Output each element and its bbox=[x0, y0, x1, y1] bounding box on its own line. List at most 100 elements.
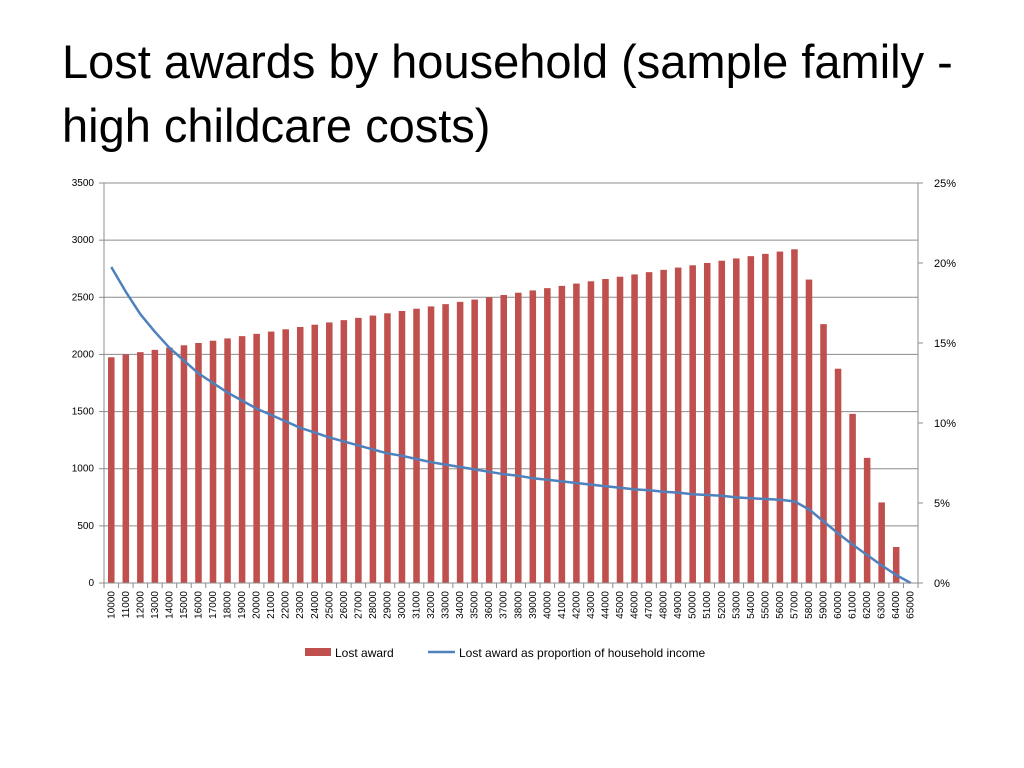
slide-title: Lost awards by household (sample family … bbox=[62, 35, 953, 152]
x-tick-label: 46000 bbox=[630, 591, 641, 619]
x-tick-label: 59000 bbox=[819, 591, 830, 619]
bar bbox=[514, 292, 522, 583]
left-tick-label: 1500 bbox=[72, 407, 95, 418]
x-tick-label: 56000 bbox=[775, 591, 786, 619]
bar bbox=[791, 249, 798, 584]
x-tick-label: 11000 bbox=[121, 591, 132, 619]
legend-bar-swatch bbox=[305, 648, 331, 656]
x-tick-label: 45000 bbox=[615, 591, 626, 619]
bar bbox=[398, 311, 406, 583]
bar bbox=[151, 349, 159, 583]
right-tick-label: 5% bbox=[934, 498, 950, 510]
x-tick-label: 16000 bbox=[193, 591, 204, 619]
left-tick-label: 3500 bbox=[72, 178, 95, 189]
x-tick-label: 38000 bbox=[513, 591, 524, 619]
bar bbox=[616, 276, 624, 583]
x-tick-label: 63000 bbox=[877, 591, 888, 619]
bar bbox=[355, 317, 362, 583]
x-tick-label: 21000 bbox=[266, 591, 277, 619]
right-tick-label: 0% bbox=[934, 578, 950, 590]
x-tick-label: 29000 bbox=[382, 591, 393, 619]
bar bbox=[703, 263, 711, 583]
x-tick-label: 27000 bbox=[353, 591, 364, 619]
bar bbox=[689, 265, 696, 583]
bar bbox=[340, 320, 348, 583]
left-axis-tick-labels: 0 500 1000 1500 2000 2500 3000 3500 bbox=[72, 178, 95, 589]
bar bbox=[529, 290, 537, 583]
bar bbox=[573, 283, 580, 583]
bar bbox=[834, 368, 842, 583]
x-tick-label: 47000 bbox=[644, 591, 655, 619]
line-series bbox=[110, 266, 912, 585]
x-tick-label: 55000 bbox=[760, 591, 771, 619]
bar bbox=[645, 272, 653, 583]
x-tick-label: 36000 bbox=[484, 591, 495, 619]
bar bbox=[587, 281, 595, 583]
bar bbox=[296, 327, 304, 583]
bar bbox=[602, 279, 609, 583]
x-tick-label: 31000 bbox=[412, 591, 423, 619]
bar bbox=[747, 256, 755, 583]
bar-series bbox=[107, 249, 900, 584]
x-tick-label: 18000 bbox=[223, 591, 234, 619]
x-tick-label: 52000 bbox=[717, 591, 728, 619]
bar bbox=[195, 343, 202, 583]
x-tick-label: 48000 bbox=[659, 591, 670, 619]
bar bbox=[166, 347, 173, 583]
x-tick-label: 44000 bbox=[600, 591, 611, 619]
x-tick-label: 23000 bbox=[295, 591, 306, 619]
x-tick-label: 57000 bbox=[789, 591, 800, 619]
bar bbox=[137, 352, 144, 583]
bar bbox=[326, 322, 333, 583]
x-tick-label: 40000 bbox=[542, 591, 553, 619]
x-tick-label: 49000 bbox=[673, 591, 684, 619]
x-tick-label: 62000 bbox=[862, 591, 873, 619]
x-tick-label: 28000 bbox=[368, 591, 379, 619]
bar bbox=[631, 274, 638, 583]
x-tick-label: 22000 bbox=[281, 591, 292, 619]
bar bbox=[107, 357, 115, 583]
x-tick-label: 61000 bbox=[848, 591, 859, 619]
bar bbox=[456, 301, 464, 583]
x-tick-label: 26000 bbox=[339, 591, 350, 619]
x-tick-label: 65000 bbox=[906, 591, 917, 619]
x-tick-label: 19000 bbox=[237, 591, 248, 619]
x-tick-label: 10000 bbox=[106, 591, 117, 619]
bar bbox=[427, 306, 435, 583]
bar bbox=[718, 260, 726, 583]
x-tick-label: 15000 bbox=[179, 591, 190, 619]
bar bbox=[224, 338, 231, 583]
x-tick-label: 12000 bbox=[135, 591, 146, 619]
bar bbox=[238, 336, 246, 583]
right-tick-label: 15% bbox=[934, 338, 956, 350]
right-tick-label: 10% bbox=[934, 418, 956, 430]
bar bbox=[544, 288, 551, 583]
left-tick-label: 0 bbox=[88, 578, 94, 589]
bar bbox=[820, 324, 827, 583]
left-tick-label: 500 bbox=[77, 521, 94, 532]
bar bbox=[413, 308, 420, 583]
x-tick-label: 20000 bbox=[252, 591, 263, 619]
proportion-line bbox=[110, 266, 912, 585]
bar bbox=[805, 279, 813, 583]
x-tick-label: 24000 bbox=[310, 591, 321, 619]
x-tick-label: 39000 bbox=[528, 591, 539, 619]
bar bbox=[442, 304, 449, 583]
x-tick-label: 33000 bbox=[441, 591, 452, 619]
x-tick-label: 64000 bbox=[891, 591, 902, 619]
x-tick-label: 34000 bbox=[455, 591, 466, 619]
x-tick-label: 35000 bbox=[470, 591, 481, 619]
right-tick-label: 25% bbox=[934, 178, 956, 190]
bar bbox=[485, 297, 493, 583]
x-tick-label: 53000 bbox=[731, 591, 742, 619]
left-tick-label: 1000 bbox=[72, 464, 95, 475]
bar bbox=[122, 354, 130, 583]
bar bbox=[863, 457, 871, 583]
right-tick-label: 20% bbox=[934, 258, 956, 270]
x-tick-label: 14000 bbox=[164, 591, 175, 619]
bar bbox=[384, 313, 391, 583]
x-tick-label: 41000 bbox=[557, 591, 568, 619]
x-tick-label: 42000 bbox=[571, 591, 582, 619]
x-tick-label: 51000 bbox=[702, 591, 713, 619]
x-tick-label: 25000 bbox=[324, 591, 335, 619]
